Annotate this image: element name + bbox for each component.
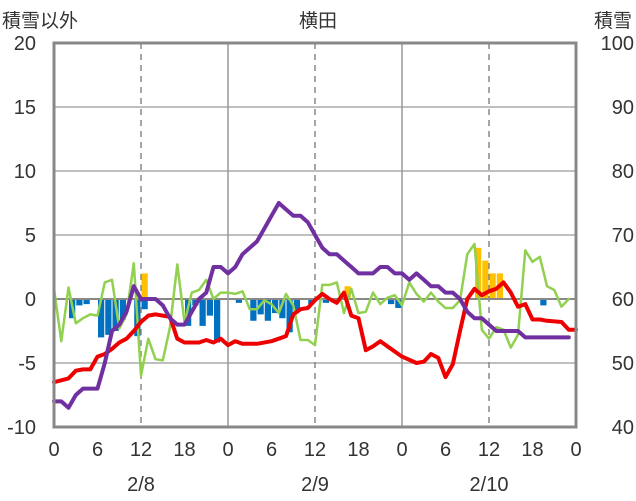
x-tick-label: 18 (347, 439, 369, 461)
bar-0-31 (279, 299, 286, 319)
x-tick-label: 12 (130, 439, 152, 461)
y-left-tick-label: 5 (25, 225, 36, 247)
bar-0-47 (395, 299, 402, 308)
x-tick-label: 6 (266, 439, 277, 461)
x-tick-label: 6 (440, 439, 451, 461)
bar-0-67 (540, 299, 547, 306)
bar-0-20 (199, 299, 206, 326)
date-labels: 2/8 2/9 2/10 (127, 474, 508, 496)
y-axis-right-ticks: 100 90 80 70 60 50 40 (601, 33, 634, 439)
plot-frame (52, 41, 578, 429)
x-tick-label: 6 (92, 439, 103, 461)
series-line-1 (52, 201, 571, 410)
y-right-tick-label: 50 (612, 353, 634, 375)
series-line-0 (52, 280, 578, 385)
y-left-tick-label: -5 (18, 353, 36, 375)
bar-0-25 (235, 299, 242, 303)
bar-0-46 (388, 299, 395, 305)
chart-title: 横田 (299, 10, 337, 32)
y-axis-left-ticks: 20 15 10 5 0 -5 -10 (7, 33, 36, 439)
x-tick-label: 0 (48, 439, 59, 461)
bar-0-33 (293, 299, 300, 312)
y-right-tick-label: 60 (612, 289, 634, 311)
x-tick-label: 0 (570, 439, 581, 461)
bar-0-4 (83, 299, 90, 305)
y-right-tick-label: 90 (612, 97, 634, 119)
y-left-tick-label: -10 (7, 417, 36, 439)
y-axis-left-label: 積雪以外 (2, 10, 78, 32)
series-line-2 (52, 242, 571, 378)
x-tick-label: 12 (478, 439, 500, 461)
date-label: 2/8 (127, 474, 155, 496)
x-tick-label: 18 (521, 439, 543, 461)
y-right-tick-label: 40 (612, 417, 634, 439)
bar-0-32 (286, 299, 293, 333)
bar-0-8 (112, 299, 119, 331)
bar-0-3 (76, 299, 83, 306)
bar-3-40 (344, 286, 351, 299)
x-tick-label: 0 (222, 439, 233, 461)
y-left-tick-label: 0 (25, 289, 36, 311)
y-axis-right-label: 積雪 (594, 10, 632, 32)
bar-0-22 (214, 299, 221, 343)
bar-0-21 (206, 299, 213, 316)
bar-0-29 (264, 299, 271, 321)
date-label: 2/9 (301, 474, 329, 496)
date-label: 2/10 (470, 474, 509, 496)
bar-0-9 (119, 299, 126, 320)
bar-1-12 (141, 273, 148, 299)
x-tick-label: 12 (304, 439, 326, 461)
y-left-tick-label: 10 (14, 161, 36, 183)
bar-0-37 (322, 299, 329, 303)
y-right-tick-label: 70 (612, 225, 634, 247)
bar-0-30 (272, 299, 279, 314)
bar-6-59 (482, 260, 489, 299)
bar-6-60 (489, 273, 496, 299)
y-left-tick-label: 15 (14, 97, 36, 119)
x-tick-label: 18 (173, 439, 195, 461)
lines-layer (52, 201, 578, 410)
x-axis-ticks: 0 6 12 18 0 6 12 18 0 6 12 18 0 (48, 439, 581, 461)
y-left-tick-label: 20 (14, 33, 36, 55)
y-right-tick-label: 80 (612, 161, 634, 183)
x-tick-label: 0 (396, 439, 407, 461)
bar-0-7 (105, 299, 112, 335)
y-right-tick-label: 100 (601, 33, 634, 55)
bar-0-6 (98, 299, 105, 338)
bar-0-12 (141, 299, 148, 310)
